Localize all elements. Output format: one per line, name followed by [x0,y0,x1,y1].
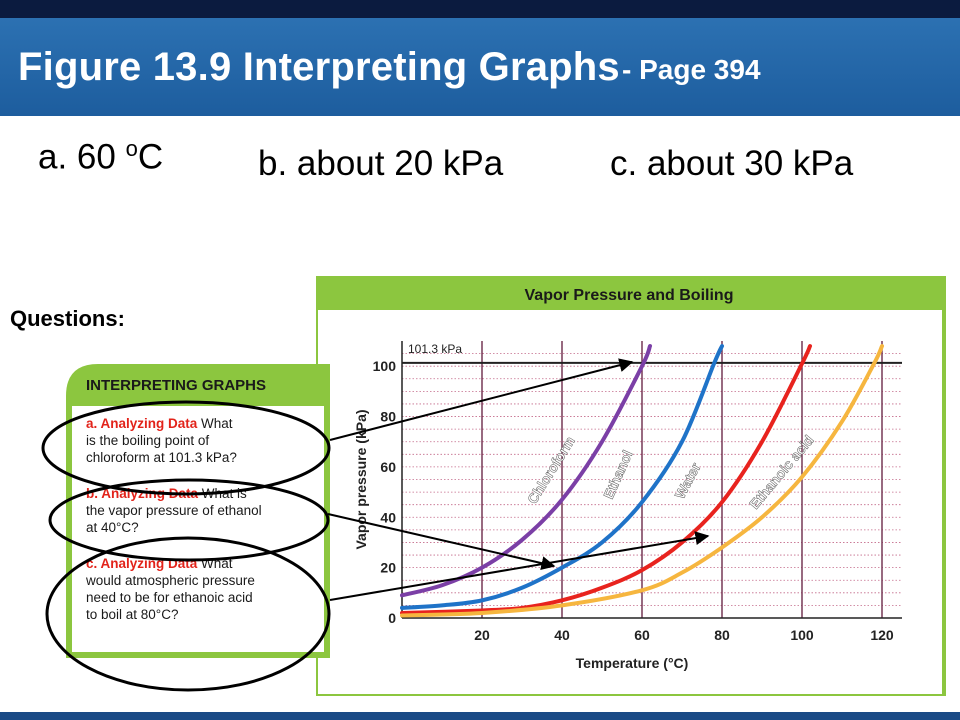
x-tick-label: 80 [714,627,730,643]
x-tick-label: 60 [634,627,650,643]
x-tick-label: 40 [554,627,570,643]
chart-title: Vapor Pressure and Boiling [525,287,734,304]
x-axis-label: Temperature (°C) [576,655,689,671]
chart-panel-body [318,310,942,694]
y-tick-label: 0 [388,610,396,626]
y-tick-label: 20 [380,560,396,576]
degree-symbol: o [125,136,138,161]
reference-line-label: 101.3 kPa [408,342,462,356]
questions-label: Questions: [10,306,125,331]
interpreting-graphs-panel: INTERPRETING GRAPHS a. Analyzing Data Wh… [66,364,330,658]
top-bar [0,0,960,18]
series-line-ethanol [400,344,724,610]
x-tick-label: 20 [474,627,490,643]
question-text-line: chloroform at 101.3 kPa? [86,450,237,465]
answer-a: a. 60 oC [38,136,163,178]
question-tag: b. Analyzing Data [86,486,199,501]
question-text: What [197,416,233,431]
y-axis-label: Vapor pressure (kPa) [353,409,369,549]
y-tick-label: 80 [380,409,396,425]
x-tick-label: 100 [790,627,814,643]
answer-b: b. about 20 kPa [258,144,504,183]
highlight-ellipse-a [41,400,331,496]
question-text-line: need to be for ethanoic acid [86,590,253,605]
question-text-line: is the boiling point of [86,433,209,448]
page-reference: - Page 394 [622,54,761,85]
y-tick-label: 100 [373,358,397,374]
question-text-line: to boil at 80°C? [86,607,178,622]
questions-panel-body [72,406,324,652]
series-line-chloroform [400,344,652,598]
answer-a-text: a. 60 [38,137,126,177]
question-a-first-line: a. Analyzing Data What [86,416,233,431]
highlight-ellipse-c [45,536,331,692]
y-tick-label: 40 [380,509,396,525]
question-text-line: at 40°C? [86,520,139,535]
answer-c: c. about 30 kPa [610,144,854,183]
x-tick-label: 120 [870,627,894,643]
questions-panel-title: INTERPRETING GRAPHS [86,377,266,394]
y-tick-label: 60 [380,459,396,475]
arrow-to-ethanol-40c [327,513,556,570]
arrow-to-chloroform-boiling [329,358,634,441]
question-tag: a. Analyzing Data [86,416,198,431]
bottom-bar [0,712,960,720]
answer-a-unit: C [137,137,164,177]
question-text-line: the vapor pressure of ethanol [86,503,262,518]
question-text-line: would atmospheric pressure [85,573,255,588]
arrow-to-ethanoic-acid-80c [329,531,710,601]
slide-header: Figure 13.9 Interpreting Graphs - Page 3… [0,18,960,116]
highlight-ellipse-b [48,478,330,562]
series-line-ethanoic-acid [400,344,884,618]
slide-title: Figure 13.9 Interpreting Graphs [18,45,620,89]
